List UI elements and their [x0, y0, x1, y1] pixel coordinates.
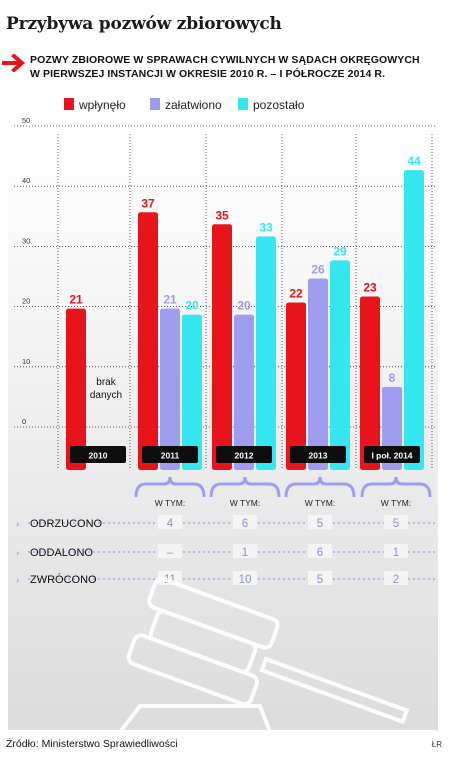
no-data-note: brak: [96, 377, 116, 388]
gavel-icon: [115, 576, 410, 734]
y-tick-label: 0: [22, 417, 26, 426]
arrow-right-icon: [2, 54, 26, 72]
value-bg: [158, 544, 182, 558]
bar: [160, 308, 180, 470]
row-value: 5: [393, 518, 399, 530]
row-label: ZWRÓCONO: [30, 573, 97, 586]
chart-subtitle-line-2: w pierwszej instancji w okresie 2010 r. …: [30, 68, 386, 80]
value-bg: [384, 515, 408, 529]
bar: [308, 278, 328, 470]
brace: [360, 476, 432, 498]
data-label: 21: [163, 293, 177, 307]
category-pill: [216, 446, 272, 463]
legend-swatch: [64, 98, 74, 110]
y-tick-label: 10: [22, 357, 30, 366]
row-value: 5: [317, 518, 323, 530]
y-tick-label: 40: [22, 176, 30, 185]
row-bullet: ›: [16, 549, 20, 559]
y-tick-label: 30: [22, 236, 30, 245]
w-tym-label: W TYM:: [381, 498, 412, 508]
bar: [66, 308, 86, 470]
category-label: 2012: [235, 451, 254, 461]
data-label: 8: [389, 371, 396, 385]
category-pill: [364, 446, 420, 463]
y-tick-label: 20: [22, 297, 30, 306]
bar: [286, 302, 306, 470]
value-bg: [384, 544, 408, 558]
no-data-note: danych: [90, 390, 122, 401]
data-label: 35: [215, 208, 229, 222]
row-value: 1: [242, 547, 248, 559]
row-value: 10: [239, 574, 252, 586]
category-label: 2010: [89, 451, 108, 461]
data-label: 23: [363, 281, 377, 295]
legend-swatch: [238, 98, 248, 110]
w-tym-label: W TYM:: [155, 498, 186, 508]
value-bg: [233, 571, 257, 585]
bar: [234, 314, 254, 470]
value-bg: [308, 544, 332, 558]
row-bullet: ›: [16, 520, 20, 530]
data-label: 20: [185, 299, 199, 313]
data-label: 26: [311, 262, 325, 276]
data-label: 37: [141, 196, 155, 210]
data-label: 22: [289, 287, 303, 301]
row-value: –: [167, 547, 174, 559]
brace: [284, 476, 356, 498]
value-bg: [384, 571, 408, 585]
bar: [182, 314, 202, 470]
w-tym-label: W TYM:: [230, 498, 261, 508]
brace: [134, 476, 206, 498]
category-pill: [70, 446, 126, 463]
legend-label: załatwiono: [165, 98, 222, 112]
source-note: Źródło: Ministerstwo Sprawiedliwości: [6, 738, 178, 750]
value-bg: [308, 571, 332, 585]
row-value: 2: [393, 574, 399, 586]
page-title: Przybywa pozwów zbiorowych: [6, 14, 282, 34]
bar: [404, 170, 424, 470]
row-value: 4: [167, 518, 174, 530]
data-label: 29: [333, 244, 347, 258]
value-bg: [233, 544, 257, 558]
row-value: 5: [317, 574, 323, 586]
value-bg: [308, 515, 332, 529]
category-pill: [142, 446, 198, 463]
category-label: 2013: [309, 451, 328, 461]
bar: [212, 224, 232, 470]
category-label: 2011: [161, 451, 180, 461]
row-value: 1: [393, 547, 399, 559]
row-bullet: ›: [16, 576, 20, 586]
value-bg: [233, 515, 257, 529]
brace: [209, 476, 281, 498]
bar: [256, 236, 276, 470]
legend-label: wpłynęło: [78, 98, 126, 112]
row-label: ODDALONO: [30, 547, 93, 559]
chart-subtitle-line-1: Pozwy zbiorowe w sprawach cywilnych w są…: [30, 54, 420, 66]
data-label: 21: [69, 293, 83, 307]
row-value: 6: [317, 547, 323, 559]
legend-swatch: [150, 98, 160, 110]
legend-label: pozostało: [253, 98, 305, 112]
data-label: 44: [407, 154, 421, 168]
author-credit: ŁR: [431, 740, 442, 749]
data-label: 20: [237, 299, 251, 313]
bar: [138, 212, 158, 470]
row-label: ODRZUCONO: [30, 518, 103, 530]
y-tick-label: 50: [22, 116, 30, 125]
value-bg: [158, 515, 182, 529]
w-tym-label: W TYM:: [305, 498, 336, 508]
bar: [360, 296, 380, 470]
bar: [330, 260, 350, 470]
category-label: I poł. 2014: [371, 451, 412, 461]
data-label: 33: [259, 220, 273, 234]
category-pill: [290, 446, 346, 463]
row-value: 6: [242, 518, 248, 530]
